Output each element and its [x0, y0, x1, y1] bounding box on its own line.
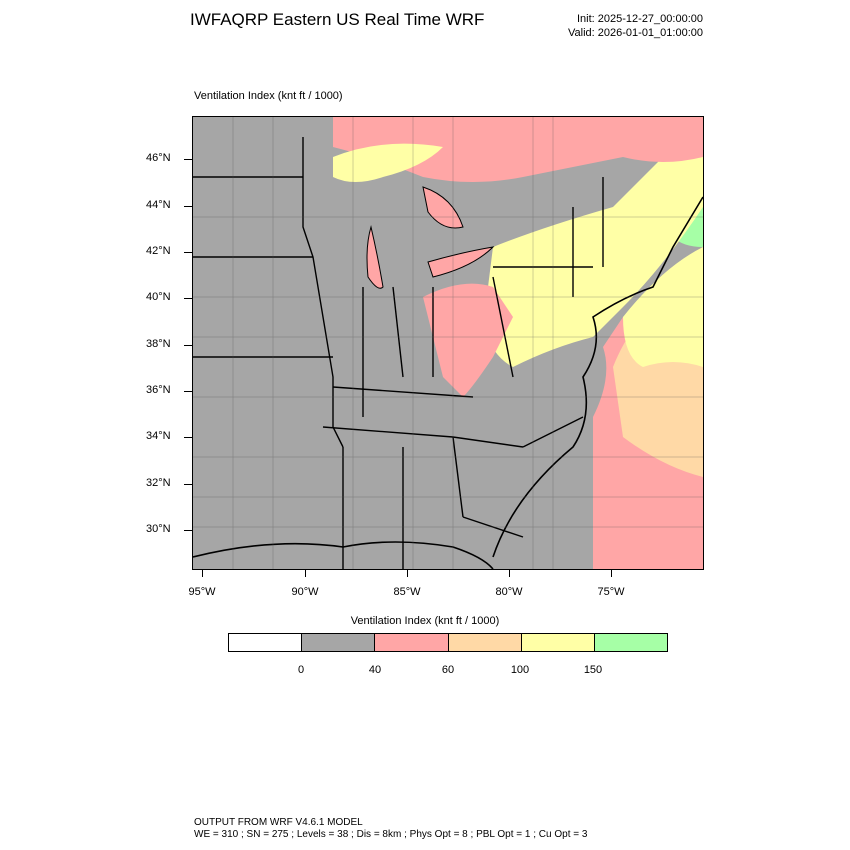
- colorbar-label-40: 40: [368, 664, 382, 676]
- lake-erie: [427, 246, 495, 278]
- appalachian-pink-region: [423, 283, 513, 397]
- lat-label-30n: 30°N: [146, 523, 171, 535]
- lat-tick: [184, 345, 192, 346]
- colorbar-box-40-60: [375, 634, 449, 651]
- lon-tick: [202, 569, 203, 577]
- colorbar-label-60: 60: [441, 664, 455, 676]
- northeast-yellow-region: [483, 147, 703, 367]
- lat-tick: [184, 206, 192, 207]
- colorbar-box-60-100: [448, 634, 522, 651]
- init-time: Init: 2025-12-27_00:00:00: [577, 13, 703, 25]
- lon-tick: [611, 569, 612, 577]
- lon-tick: [407, 569, 408, 577]
- lat-tick: [184, 252, 192, 253]
- lon-label-80w: 80°W: [495, 586, 523, 598]
- lat-label-42n: 42°N: [146, 245, 171, 257]
- colorbar-label-150: 150: [583, 664, 603, 676]
- lat-tick: [184, 484, 192, 485]
- lat-tick: [184, 298, 192, 299]
- lon-label-90w: 90°W: [291, 586, 319, 598]
- lon-tick: [305, 569, 306, 577]
- lon-label-95w: 95°W: [188, 586, 216, 598]
- lon-label-75w: 75°W: [597, 586, 625, 598]
- valid-time: Valid: 2026-01-01_01:00:00: [568, 27, 703, 39]
- county-lines: [193, 117, 703, 569]
- colorbar-box-above-150: [594, 634, 668, 651]
- colorbar-label-0: 0: [297, 664, 305, 676]
- model-info-line2: WE = 310 ; SN = 275 ; Levels = 38 ; Dis …: [194, 829, 588, 840]
- lat-tick: [184, 159, 192, 160]
- lat-tick: [184, 437, 192, 438]
- plot-title: IWFAQRP Eastern US Real Time WRF: [190, 10, 485, 29]
- colorbar: [228, 633, 668, 652]
- lat-label-34n: 34°N: [146, 430, 171, 442]
- coastline: [193, 196, 703, 569]
- colorbar-box-100-150: [521, 634, 595, 651]
- canada-pink-region: [333, 117, 703, 182]
- lat-label-40n: 40°N: [146, 291, 171, 303]
- lat-label-44n: 44°N: [146, 199, 171, 211]
- lake-superior-region: [333, 143, 443, 182]
- map-panel: [192, 116, 704, 570]
- colorbar-label-100: 100: [510, 664, 530, 676]
- state-borders: [193, 137, 604, 569]
- colorbar-box-0-40: [302, 634, 376, 651]
- lat-label-46n: 46°N: [146, 152, 171, 164]
- lat-label-32n: 32°N: [146, 477, 171, 489]
- lat-label-38n: 38°N: [146, 338, 171, 350]
- lake-michigan: [366, 225, 384, 289]
- lat-label-36n: 36°N: [146, 384, 171, 396]
- field-label: Ventilation Index (knt ft / 1000): [194, 90, 343, 102]
- lat-tick: [184, 530, 192, 531]
- lon-label-85w: 85°W: [393, 586, 421, 598]
- lon-tick: [509, 569, 510, 577]
- ventilation-index-map: [193, 117, 703, 569]
- lat-tick: [184, 391, 192, 392]
- model-info-line1: OUTPUT FROM WRF V4.6.1 MODEL: [194, 817, 363, 828]
- colorbar-box-below-0: [229, 634, 303, 651]
- colorbar-title: Ventilation Index (knt ft / 1000): [350, 615, 500, 627]
